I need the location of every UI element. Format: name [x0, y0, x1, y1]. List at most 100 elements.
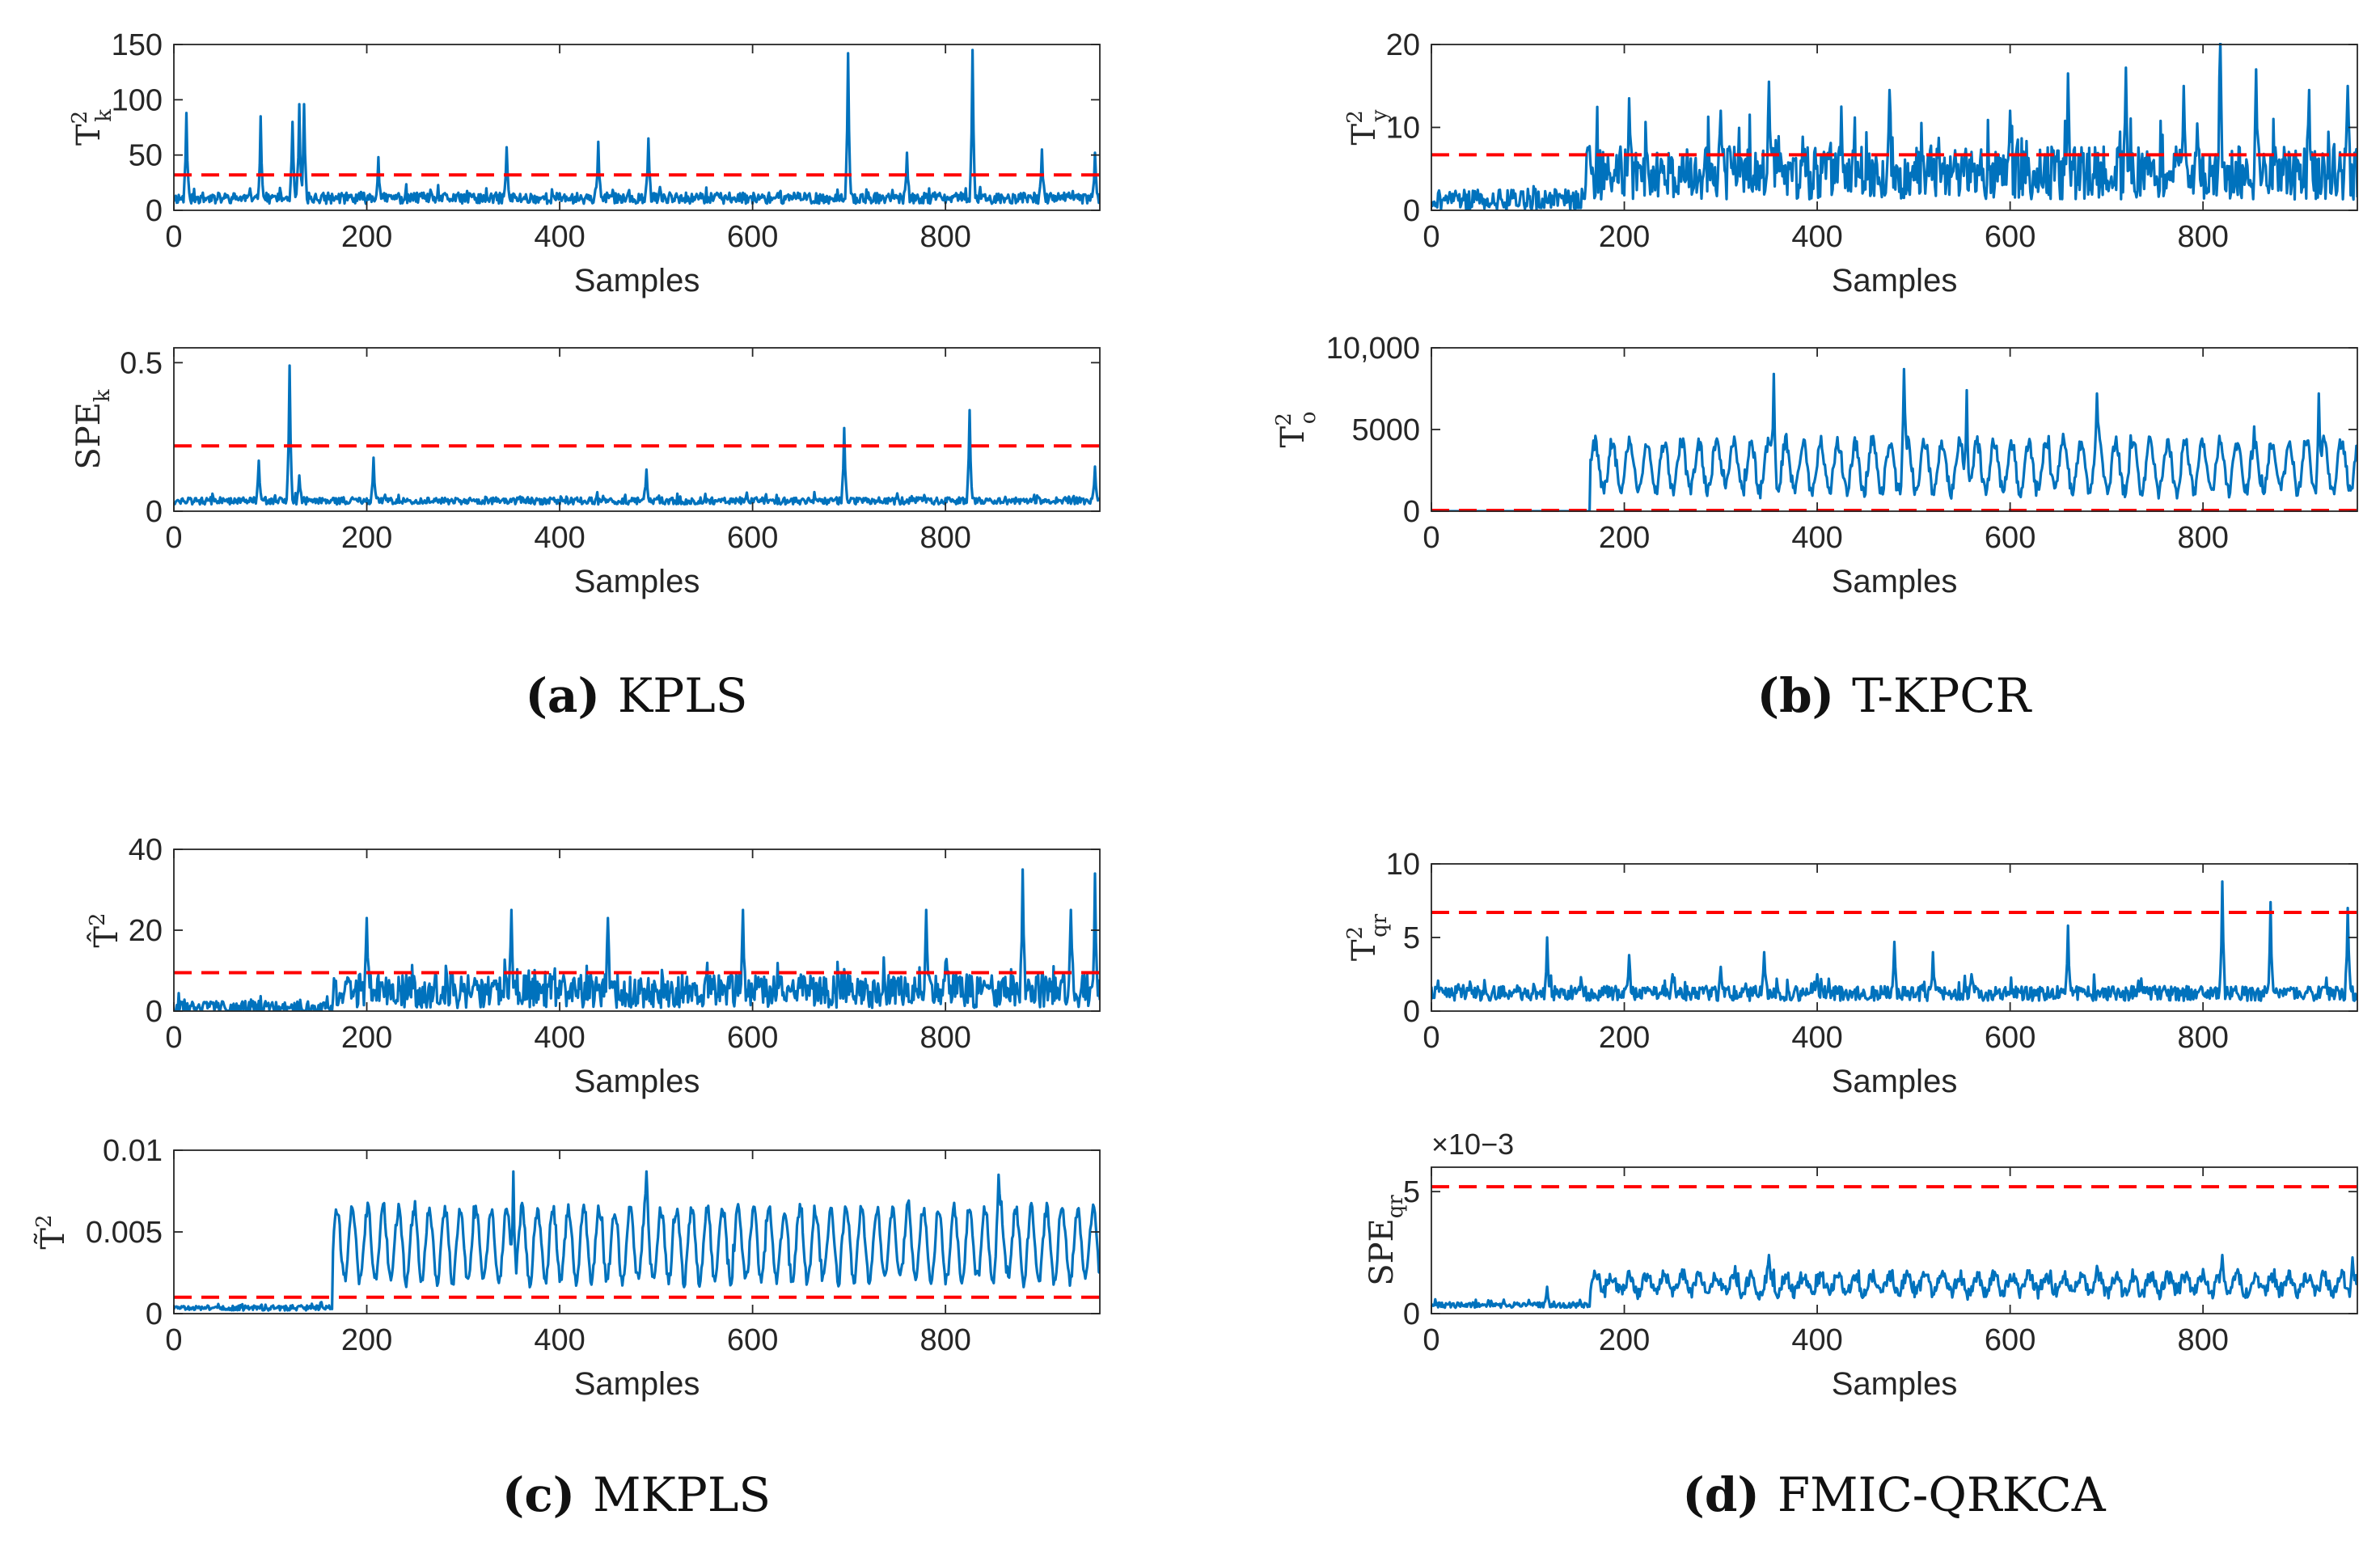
y-tick-label: 0.005	[86, 1216, 163, 1250]
series-line	[1431, 43, 2357, 210]
y-tick-label: 0	[146, 495, 163, 529]
y-tick-label: 20	[1386, 28, 1420, 62]
x-tick-label: 400	[1791, 220, 1842, 254]
series-line	[1431, 367, 2357, 511]
y-tick-label: 0.5	[120, 346, 163, 380]
x-tick-label: 800	[2177, 1323, 2228, 1357]
x-axis-label: Samples	[574, 1064, 700, 1099]
y-axis-label: T̂2	[86, 912, 125, 947]
subfigure-caption: (b) T-KPCR	[1757, 668, 2033, 723]
subfigure-caption: (d) FMIC-QRKCA	[1682, 1467, 2106, 1522]
y-tick-label: 40	[129, 833, 163, 867]
axes-box	[1431, 347, 2358, 512]
series-line	[174, 1170, 1100, 1312]
x-tick-label: 400	[534, 220, 585, 254]
x-tick-label: 0	[1423, 220, 1439, 254]
y-tick-label: 50	[129, 139, 163, 173]
x-tick-label: 600	[727, 220, 778, 254]
chart-c1: 0 200 400 600 800 0 20 40 Samples T̂2	[86, 833, 1101, 1099]
x-tick-label: 0	[165, 521, 182, 555]
x-tick-label: 800	[919, 1021, 970, 1055]
x-tick-label: 600	[727, 1323, 778, 1357]
x-tick-label: 600	[727, 1021, 778, 1055]
x-tick-label: 800	[919, 220, 970, 254]
x-tick-label: 600	[727, 521, 778, 555]
y-tick-label: 150	[112, 28, 163, 62]
axes-box	[173, 44, 1101, 211]
x-tick-label: 200	[1599, 220, 1650, 254]
x-tick-label: 200	[341, 521, 392, 555]
x-axis-label: Samples	[1832, 1366, 1958, 1402]
x-tick-label: 400	[534, 1021, 585, 1055]
subfigure-caption: (a) KPLS	[525, 668, 747, 723]
y-axis-label: T2k	[68, 109, 116, 146]
x-tick-label: 0	[165, 1021, 182, 1055]
x-tick-label: 600	[1985, 1323, 2035, 1357]
series-line	[174, 49, 1100, 205]
x-tick-label: 800	[919, 521, 970, 555]
x-tick-label: 0	[165, 1323, 182, 1357]
y-axis-label: SPEqr	[1363, 1195, 1408, 1286]
x-tick-label: 200	[341, 220, 392, 254]
x-tick-label: 400	[1791, 1021, 1842, 1055]
x-axis-label: Samples	[1832, 564, 1958, 599]
axes-box	[173, 347, 1101, 512]
x-tick-label: 800	[919, 1323, 970, 1357]
series-line	[1431, 880, 2357, 1002]
x-tick-label: 800	[2177, 1021, 2228, 1055]
y-tick-label: 20	[129, 914, 163, 948]
x-tick-label: 200	[1599, 1323, 1650, 1357]
axes-box	[173, 1149, 1101, 1314]
y-tick-label: 0	[1403, 495, 1420, 529]
y-tick-label: 100	[112, 83, 163, 117]
chart-a1: 0 200 400 600 800 0 50 100 150 Samples T2k	[68, 28, 1101, 298]
x-tick-label: 800	[2177, 220, 2228, 254]
chart-c2: 0 200 400 600 800 0 0.005 0.01 Samples T̃2	[32, 1134, 1101, 1402]
y-tick-label: 0	[1403, 194, 1420, 228]
axes-box	[1431, 1166, 2358, 1314]
x-tick-label: 0	[1423, 1021, 1439, 1055]
y-tick-label: 0.01	[103, 1134, 163, 1168]
y-tick-label: 0	[146, 995, 163, 1029]
x-tick-label: 0	[1423, 1323, 1439, 1357]
x-tick-label: 600	[1985, 220, 2035, 254]
chart-b2: 0 200 400 600 800 0 5000 10,000 Samples T2o	[1272, 332, 2358, 599]
x-tick-label: 800	[2177, 521, 2228, 555]
y-tick-label: 0	[146, 194, 163, 228]
y-axis-label: SPEk	[70, 389, 115, 470]
x-axis-label: Samples	[574, 1366, 700, 1402]
y-axis-label: T2qr	[1343, 913, 1392, 961]
y-axis-label: T2o	[1272, 412, 1321, 448]
chart-d1: 0 200 400 600 800 0 5 10 Samples T2qr	[1343, 848, 2358, 1099]
x-axis-label: Samples	[1832, 263, 1958, 298]
y-tick-label: 10	[1386, 112, 1420, 146]
x-tick-label: 400	[1791, 521, 1842, 555]
x-tick-label: 200	[1599, 1021, 1650, 1055]
y-tick-label: 0	[146, 1297, 163, 1331]
series-line	[174, 364, 1100, 506]
x-tick-label: 200	[341, 1323, 392, 1357]
chart-b1: 0 200 400 600 800 0 10 20 Samples T2y	[1343, 28, 2358, 298]
x-axis-label: Samples	[574, 564, 700, 599]
chart-a2: 0 200 400 600 800 0 0.5 Samples SPEk	[70, 346, 1101, 599]
subfigure-caption: (c) MKPLS	[502, 1467, 771, 1522]
series-line	[1431, 1253, 2357, 1310]
y-tick-label: 10	[1386, 848, 1420, 882]
series-line	[174, 868, 1100, 1011]
x-tick-label: 600	[1985, 1021, 2035, 1055]
x-tick-label: 200	[341, 1021, 392, 1055]
x-tick-label: 0	[165, 220, 182, 254]
y-tick-label: 10,000	[1326, 332, 1420, 366]
x-tick-label: 600	[1985, 521, 2035, 555]
x-tick-label: 400	[1791, 1323, 1842, 1357]
y-tick-label: 0	[1403, 1297, 1420, 1331]
y-tick-label: 5000	[1351, 413, 1420, 447]
x-tick-label: 400	[534, 1323, 585, 1357]
x-axis-label: Samples	[574, 263, 700, 298]
y-axis-label: T2y	[1343, 109, 1392, 145]
y-tick-label: 5	[1403, 921, 1420, 955]
chart-d2: 0 200 400 600 800 0 5 ×10−3 Samples SPEqr	[1363, 1128, 2358, 1402]
x-tick-label: 0	[1423, 521, 1439, 555]
y-axis-label: T̃2	[32, 1214, 72, 1249]
